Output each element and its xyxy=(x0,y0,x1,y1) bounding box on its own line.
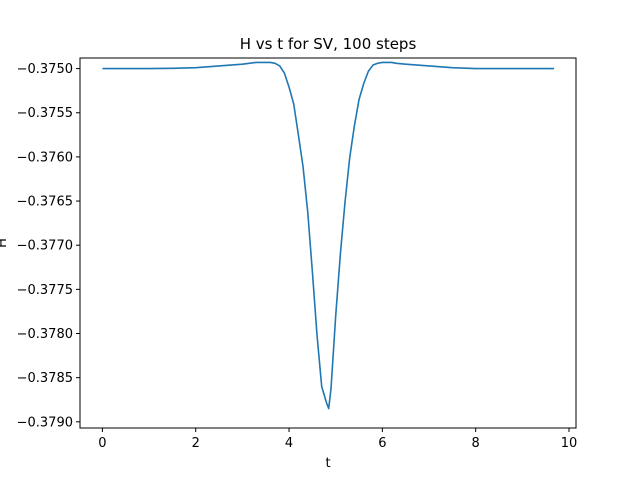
x-tick-label: 0 xyxy=(98,436,106,451)
y-axis-label: H xyxy=(0,238,10,248)
y-tick-label: −0.3760 xyxy=(17,150,73,165)
y-tick-label: −0.3755 xyxy=(17,106,73,121)
y-tick-label: −0.3790 xyxy=(17,415,73,430)
y-tick-label: −0.3750 xyxy=(17,62,73,77)
x-tick-label: 8 xyxy=(472,436,480,451)
x-axis-label: t xyxy=(325,456,330,471)
y-tick-label: −0.3780 xyxy=(17,327,73,342)
x-tick-label: 6 xyxy=(378,436,386,451)
y-tick-label: −0.3785 xyxy=(17,371,73,386)
y-tick-label: −0.3765 xyxy=(17,195,73,210)
chart-title: H vs t for SV, 100 steps xyxy=(240,35,417,53)
y-tick-label: −0.3770 xyxy=(17,239,73,254)
plot-frame xyxy=(79,57,577,429)
x-tick-label: 4 xyxy=(285,436,293,451)
x-tick-label: 10 xyxy=(561,436,578,451)
y-tick-label: −0.3775 xyxy=(17,283,73,298)
x-tick-label: 2 xyxy=(192,436,200,451)
series-line xyxy=(102,61,555,410)
x-axis: 0 2 4 6 8 10 xyxy=(98,428,577,451)
y-axis: −0.3750 −0.3755 −0.3760 −0.3765 −0.3770 −0.37… xyxy=(17,62,80,430)
plot-series xyxy=(102,61,555,410)
